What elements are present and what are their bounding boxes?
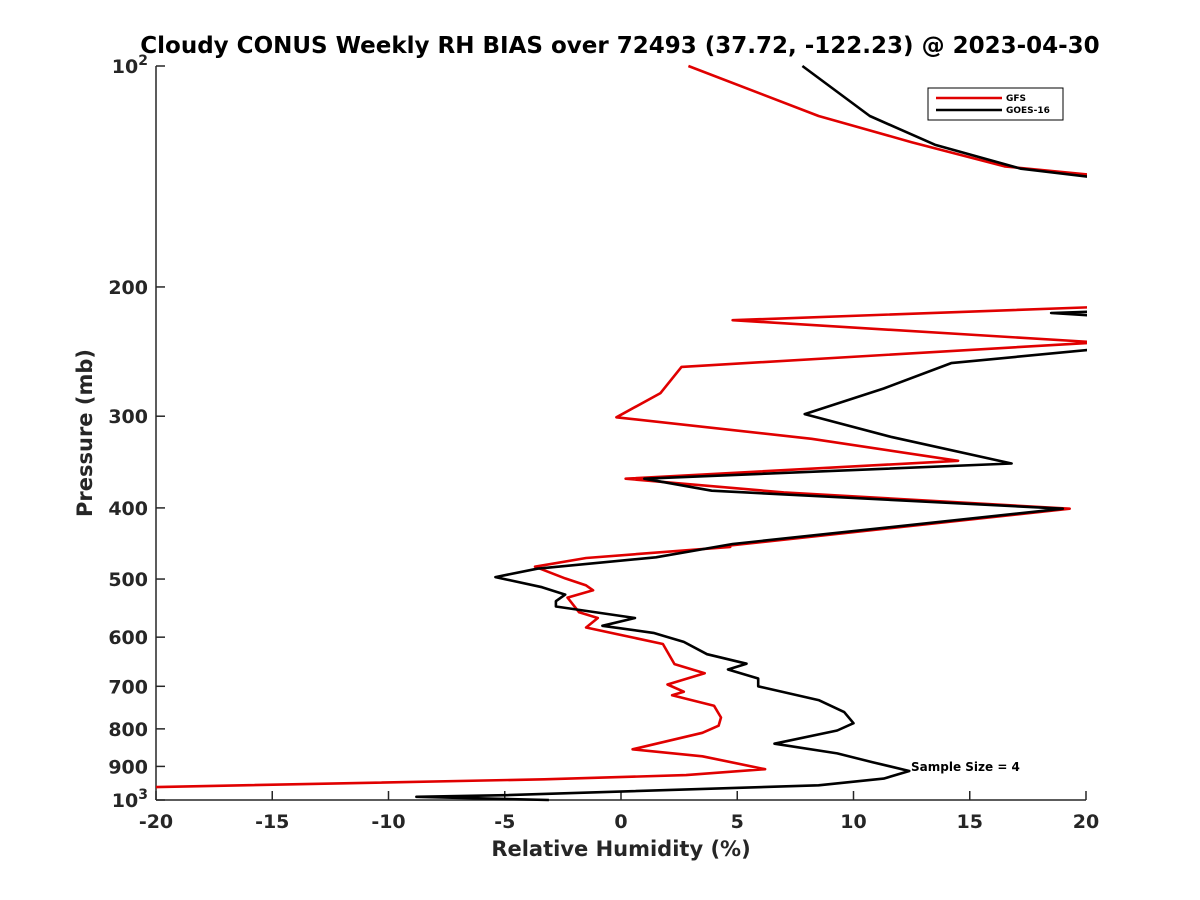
x-tick-label: 10 [840, 811, 866, 833]
x-tick-label: -10 [371, 811, 405, 833]
x-ticks: -20 -15 -10 -5 0 5 10 15 20 [139, 791, 1099, 833]
axes: -20 -15 -10 -5 0 5 10 15 20 102 200 300 400 500 600 70… [108, 53, 1099, 833]
series-line-goes-16 [415, 64, 1087, 802]
y-axis-label: Pressure (mb) [73, 349, 97, 517]
y-tick-label: 300 [108, 406, 148, 428]
y-tick-label: 500 [108, 569, 148, 591]
x-axis-label: Relative Humidity (%) [491, 837, 750, 861]
legend-label-gfs: GFS [1006, 94, 1026, 104]
legend-label-goes16: GOES-16 [1006, 106, 1050, 116]
data-series [156, 64, 1087, 802]
x-tick-label: -20 [139, 811, 173, 833]
x-tick-label: 0 [614, 811, 627, 833]
x-tick-label: 20 [1073, 811, 1099, 833]
x-tick-label: 15 [957, 811, 983, 833]
y-tick-label: 102 [112, 53, 148, 78]
sample-size-annotation: Sample Size = 4 [911, 760, 1020, 774]
x-tick-label: 5 [731, 811, 744, 833]
legend: GFS GOES-16 [927, 87, 1064, 121]
y-tick-label: 400 [108, 498, 148, 520]
chart-title: Cloudy CONUS Weekly RH BIAS over 72493 (… [140, 33, 1099, 59]
x-tick-label: -15 [255, 811, 289, 833]
y-tick-label: 900 [108, 756, 148, 778]
y-tick-label: 700 [108, 676, 148, 698]
series-line-gfs [156, 64, 1087, 789]
y-tick-label: 800 [108, 719, 148, 741]
y-tick-label: 200 [108, 277, 148, 299]
x-tick-label: -5 [494, 811, 515, 833]
y-ticks: 102 200 300 400 500 600 700 800 900 103 [108, 53, 165, 812]
y-tick-label: 103 [112, 787, 148, 812]
legend-box [927, 87, 1064, 121]
y-tick-label: 600 [108, 627, 148, 649]
